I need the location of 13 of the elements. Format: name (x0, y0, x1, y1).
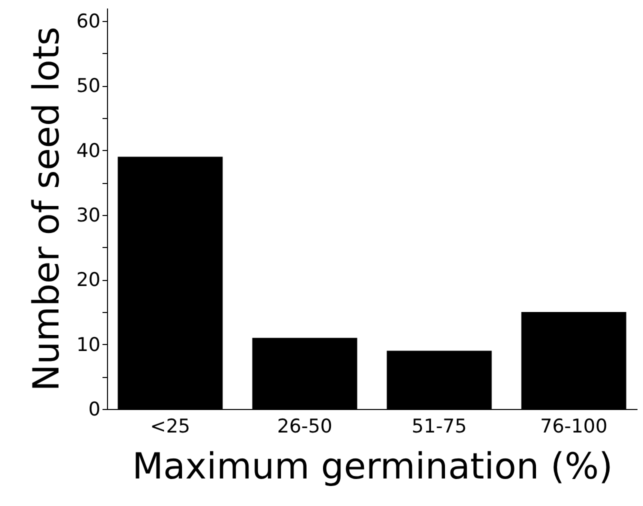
y-tick-label: 60 (76, 10, 100, 32)
x-tick-label: 51-75 (412, 416, 467, 438)
x-tick-label: 26-50 (277, 416, 332, 438)
y-tick-label: 0 (88, 398, 100, 420)
y-tick-label: 50 (76, 75, 100, 98)
x-tick-label: <25 (150, 416, 190, 438)
y-tick-label: 20 (76, 269, 100, 292)
x-tick-label: 76-100 (540, 416, 608, 438)
y-tick-label: 30 (76, 204, 100, 226)
y-tick-label: 10 (76, 334, 100, 356)
y-axis-title: Number of seed lots (26, 26, 68, 392)
y-tick-label: 40 (76, 140, 100, 162)
x-axis-title: Maximum germination (%) (132, 446, 613, 488)
